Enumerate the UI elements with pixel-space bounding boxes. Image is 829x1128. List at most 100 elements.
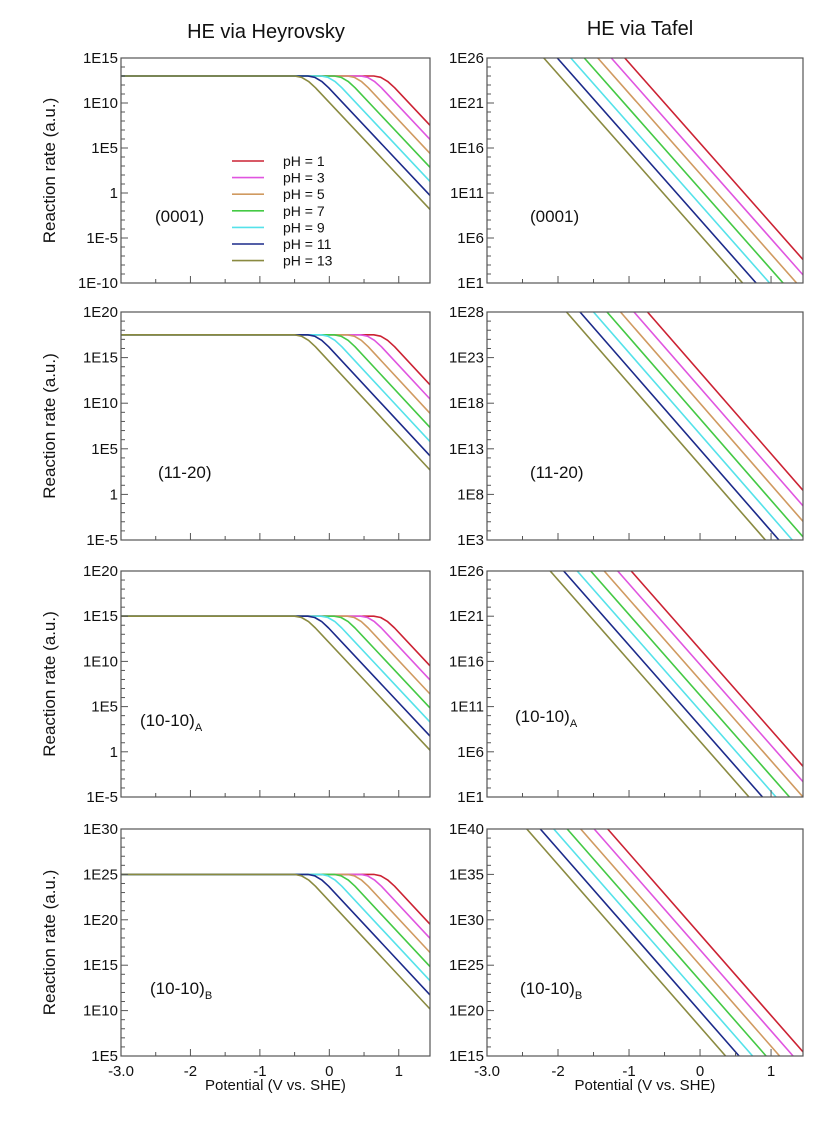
series-line-3 [121,75,430,154]
series-line-4 [583,58,784,283]
series-line-3 [597,58,798,283]
y-tick-label: 1 [110,185,118,202]
y-tick-label: 1E5 [91,140,118,157]
panel-label: (10-10)B [150,979,212,1002]
series-line-6 [539,829,740,1056]
series-line-5 [121,333,430,443]
series-line-5 [570,58,771,283]
x-tick-label: -1 [253,1063,266,1080]
y-tick-label: 1E-5 [86,230,118,247]
y-tick-label: 1E5 [91,1048,118,1065]
series-line-6 [579,312,780,540]
series-line-7 [549,571,750,797]
y-tick-label: 1E15 [83,608,118,625]
series-line-7 [121,75,430,210]
series-line-6 [121,333,430,457]
chart-panel-4: 1E28 1E23 1E18 1E13 1E8 1E3 (11-20) [449,304,804,549]
y-axis-title: Reaction rate (a.u.) [40,611,59,757]
series-line-1 [646,312,803,491]
y-tick-label: 1E25 [83,866,118,883]
series-line-4 [606,312,803,538]
y-axis-title: Reaction rate (a.u.) [40,98,59,244]
series-line-5 [553,829,754,1056]
chart-panel-3: 1E20 1E15 1E10 1E5 1 1E-5 Reaction rate (a.u.)… [40,304,431,549]
y-tick-label: 1E15 [83,50,118,67]
plot-frame [486,57,804,284]
plot-frame [120,311,431,541]
series-line-7 [565,312,767,540]
panel-label: (0001) [530,207,579,226]
y-tick-label: 1E11 [450,185,484,202]
panel-label-subscript: A [570,718,578,730]
series-line-2 [121,75,430,140]
column-title-tafel: HE via Tafel [587,18,693,40]
series-line-2 [121,615,430,681]
panel-label: (11-20) [530,463,584,482]
series-line-2 [121,873,430,939]
chart-panel-5: 1E20 1E15 1E10 1E5 1 1E-5 Reaction rate (a.u.)… [40,563,431,806]
y-tick-label: 1E10 [83,395,118,412]
panel-label: (11-20) [158,463,212,482]
series-line-2 [633,312,803,507]
series-line-7 [526,829,727,1056]
y-tick-label: 1E-5 [86,789,118,806]
series-line-4 [566,829,767,1056]
series-line-7 [121,615,430,751]
plot-frame [486,570,804,798]
y-tick-label: 1E3 [457,532,484,549]
x-tick-label: 0 [696,1063,704,1080]
series-line-2 [617,571,803,783]
series-line-1 [607,829,803,1053]
panel-label: (10-10)A [515,707,578,730]
y-axis-title: Reaction rate (a.u.) [40,870,59,1016]
plot-frame [120,570,431,798]
plot-frame [486,828,804,1057]
legend-entry: pH = 11 [283,236,332,252]
legend-entry: pH = 9 [283,219,325,235]
y-tick-label: 1E10 [83,1003,118,1020]
y-tick-label: 1E13 [449,441,484,458]
panel-label-subscript: B [205,990,212,1002]
y-tick-label: 1 [110,486,118,503]
chart-panel-6: 1E26 1E21 1E16 1E11 1E6 1E1 (10-10)A [449,563,804,806]
series-line-2 [610,58,803,276]
y-tick-label: 1E16 [449,140,484,157]
y-tick-label: 1E1 [457,275,484,292]
panel-label-subscript: B [575,990,582,1002]
legend: pH = 1pH = 3pH = 5pH = 7pH = 9pH = 11pH … [232,153,333,269]
series-line-5 [576,571,777,797]
panel-label: (10-10)A [140,711,203,734]
legend-entry: pH = 5 [283,186,325,202]
series-line-3 [121,873,430,954]
y-tick-label: 1E20 [449,1003,484,1020]
y-tick-label: 1E8 [457,486,484,503]
legend-entry: pH = 3 [283,170,325,186]
series-line-7 [121,333,430,471]
series-line-3 [580,829,781,1056]
x-axis-title: Potential (V vs. SHE) [205,1077,346,1094]
series-line-5 [121,75,430,182]
panel-label: (10-10)B [520,979,582,1002]
y-tick-label: 1E15 [449,1048,484,1065]
series-line-6 [121,75,430,196]
y-tick-label: 1E40 [449,821,484,838]
chart-panel-8: 1E40 1E35 1E30 1E25 1E20 1E15-3.0 -2 -1 0 1 Potent… [449,821,804,1094]
y-tick-label: 1E1 [457,789,484,806]
y-tick-label: 1E10 [83,95,118,112]
y-tick-label: 1 [110,744,118,761]
y-tick-label: 1E5 [91,441,118,458]
plot-frame [486,311,804,541]
y-tick-label: 1E26 [449,50,484,67]
x-tick-label: 1 [767,1063,775,1080]
series-line-5 [592,312,793,540]
legend-entry: pH = 7 [283,203,325,219]
y-tick-label: 1E15 [83,957,118,974]
y-axis-title: Reaction rate (a.u.) [40,353,59,499]
y-tick-label: 1E-10 [78,275,118,292]
y-tick-label: 1E-5 [86,532,118,549]
series-line-3 [603,571,803,797]
series-line-5 [121,873,430,982]
x-tick-label: -1 [622,1063,635,1080]
x-tick-label: -2 [184,1063,197,1080]
